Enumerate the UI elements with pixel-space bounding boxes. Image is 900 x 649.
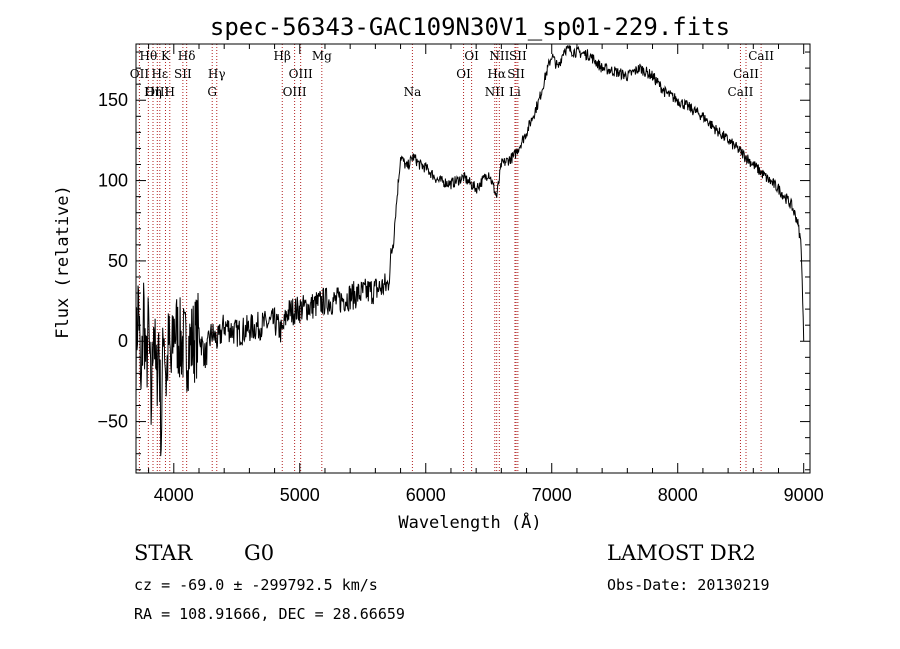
line-label: NII [489, 49, 509, 63]
y-tick-label: 100 [98, 171, 128, 191]
line-label: SII [509, 49, 527, 63]
y-axis-label: Flux (relative) [53, 185, 73, 339]
y-tick-label: −50 [97, 412, 128, 432]
x-tick-label: 9000 [784, 485, 824, 505]
axis-ticks: 4000 5000 6000 7000 8000 9000 −50 0 50 100 150 [97, 44, 824, 505]
line-label: SII [174, 67, 192, 81]
line-label: Hη [144, 85, 162, 99]
line-label: OI [456, 67, 471, 81]
line-label: OIII [289, 67, 313, 81]
emission-line-markers [138, 44, 762, 473]
line-label: Hε [151, 67, 168, 81]
line-label: H [165, 85, 175, 99]
survey-label: LAMOST DR2 [607, 541, 756, 565]
x-tick-label: 6000 [406, 485, 446, 505]
subclass-label: G0 [244, 541, 274, 565]
line-label: Hδ [178, 49, 196, 63]
line-label: Hγ [208, 67, 226, 81]
line-label: Hθ [139, 49, 157, 63]
class-label: STAR [134, 541, 193, 565]
line-label: SII [507, 67, 525, 81]
obs-date: Obs-Date: 20130219 [607, 576, 770, 594]
line-label: CaII [728, 85, 754, 99]
ra-dec-text: RA = 108.91666, DEC = 28.66659 [134, 605, 405, 623]
line-label: CaII [733, 67, 759, 81]
chart-title: spec-56343-GAC109N30V1_sp01-229.fits [210, 13, 730, 41]
line-label: K [161, 49, 171, 63]
line-label: Hα [487, 67, 506, 81]
x-tick-label: 5000 [280, 485, 320, 505]
line-label: OIII [145, 85, 169, 99]
y-tick-label: 50 [108, 251, 128, 271]
x-tick-label: 7000 [532, 485, 572, 505]
line-label: Na [404, 85, 422, 99]
line-label: G [207, 85, 217, 99]
line-label: Li [509, 85, 521, 99]
y-tick-label: 0 [118, 331, 128, 351]
spectrum-line [135, 44, 805, 457]
line-label: OI [464, 49, 479, 63]
line-label: NII [485, 85, 505, 99]
x-tick-label: 8000 [658, 485, 698, 505]
line-label: CaII [748, 49, 774, 63]
cz-text: cz = -69.0 ± -299792.5 km/s [134, 576, 378, 594]
line-label: Mg [312, 49, 332, 63]
emission-line-labels: Hθ OII OIII K Hε Hη H SII Hδ Hγ G Hβ OIII OIII Mg Na OI O… [130, 49, 775, 99]
plot-frame [135, 43, 811, 474]
line-label: OII [130, 67, 150, 81]
x-axis-label: Wavelength (Å) [398, 511, 541, 533]
line-label: Hβ [274, 49, 291, 63]
line-label: OIII [283, 85, 307, 99]
x-tick-label: 4000 [154, 485, 194, 505]
y-tick-label: 150 [98, 90, 128, 110]
